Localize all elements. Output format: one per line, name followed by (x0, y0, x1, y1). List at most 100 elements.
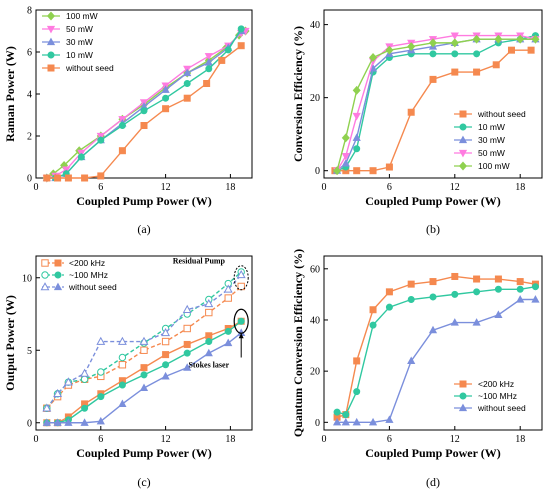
data-point (64, 418, 73, 426)
data-point (353, 357, 361, 365)
data-point (385, 163, 393, 171)
data-point (118, 381, 126, 389)
data-point (182, 304, 192, 313)
data-point (53, 418, 62, 426)
data-point (139, 383, 149, 392)
data-point (516, 295, 525, 303)
data-point (97, 172, 105, 180)
data-point (203, 80, 211, 88)
legend-label: without seed (477, 109, 526, 119)
y-tick-label: 6 (27, 48, 32, 59)
data-point (161, 85, 170, 93)
data-point (81, 174, 89, 182)
series-line (336, 275, 536, 418)
data-point (183, 324, 191, 333)
data-point (118, 361, 127, 369)
y-tick-label: 20 (310, 367, 320, 378)
y-axis-title: Quantum Conversion Efficiency (%) (291, 249, 305, 437)
legend-marker (459, 110, 467, 118)
x-tick-label: 6 (387, 182, 392, 193)
y-tick-label: 0 (315, 418, 320, 429)
panel-label: (c) (137, 475, 150, 489)
x-axis-title: Coupled Pump Power (W) (365, 194, 500, 208)
data-point (332, 417, 342, 426)
data-point (407, 280, 415, 288)
data-point (140, 107, 148, 115)
legend-marker (54, 259, 62, 267)
x-tick-label: 6 (98, 182, 103, 193)
data-point (97, 393, 105, 401)
series-2 (43, 282, 245, 412)
series-line (336, 34, 536, 172)
data-point (183, 349, 191, 357)
data-point (118, 353, 127, 362)
data-point (507, 46, 515, 54)
data-point (223, 284, 233, 293)
data-point (140, 371, 148, 379)
data-point (385, 45, 394, 55)
x-tick-label: 12 (161, 434, 171, 445)
data-point (63, 377, 73, 386)
series-1 (331, 46, 535, 175)
y-tick-label: 5 (27, 346, 32, 357)
y-tick-label: 4 (27, 90, 32, 101)
chart-panel-1: 0 6 12 18 0 2 4 6 8 Coupled Pump Power (W) Raman P… (3, 6, 253, 236)
y-tick-label: 40 (310, 20, 320, 31)
data-point (237, 25, 245, 33)
data-point (352, 417, 361, 426)
series-line (46, 271, 242, 409)
x-tick-label: 18 (515, 434, 525, 445)
legend-label: without seed (477, 403, 526, 413)
data-point (224, 294, 232, 302)
data-point (161, 328, 171, 337)
data-point (341, 152, 350, 161)
y-axis-title: Output Power (W) (3, 295, 17, 391)
legend-label: without seed (65, 63, 114, 73)
y-axis-title: Raman Power (W) (3, 46, 17, 142)
plot-frame (323, 9, 543, 179)
data-point (369, 306, 377, 314)
data-point (118, 399, 127, 408)
data-point (492, 61, 500, 69)
legend-label: 100 mW (478, 161, 510, 171)
data-point (205, 308, 213, 317)
chart-panel-3: 0 6 12 18 0 5 10 Coupled Pump Power (W) Output P… (3, 255, 253, 489)
legend-marker (459, 380, 467, 388)
series-3 (332, 34, 540, 174)
data-point (96, 336, 106, 345)
y-tick-label: 10 (22, 273, 32, 284)
data-point (494, 310, 503, 318)
data-point (428, 38, 438, 48)
data-point (162, 351, 170, 359)
data-point (117, 336, 127, 345)
annotation-stokes-laser: Stokes laser (188, 361, 229, 370)
x-tick-label: 0 (322, 434, 327, 445)
data-point (183, 94, 191, 102)
x-tick-label: 12 (450, 182, 460, 193)
data-point (341, 158, 350, 167)
x-tick-label: 0 (34, 434, 39, 445)
legend-marker (459, 392, 467, 400)
data-point (161, 337, 170, 346)
legend-marker (53, 282, 63, 291)
legend-label: 10 mW (478, 122, 505, 132)
data-point (161, 371, 170, 380)
legend-label: 100 mW (66, 11, 98, 21)
legend-label: 30 mW (66, 37, 93, 47)
data-point (516, 278, 524, 286)
series-line (336, 38, 536, 172)
data-point (369, 167, 377, 175)
data-point (205, 65, 213, 73)
stokes-arrowhead (238, 333, 244, 339)
data-point (385, 415, 394, 423)
data-point (353, 145, 361, 153)
data-point (64, 174, 72, 182)
data-point (494, 34, 503, 44)
data-point (140, 364, 148, 372)
data-point (385, 288, 393, 296)
data-point (97, 368, 105, 376)
y-tick-label: 2 (27, 132, 32, 143)
data-point (368, 417, 378, 426)
data-point (54, 174, 62, 182)
data-point (53, 388, 63, 398)
